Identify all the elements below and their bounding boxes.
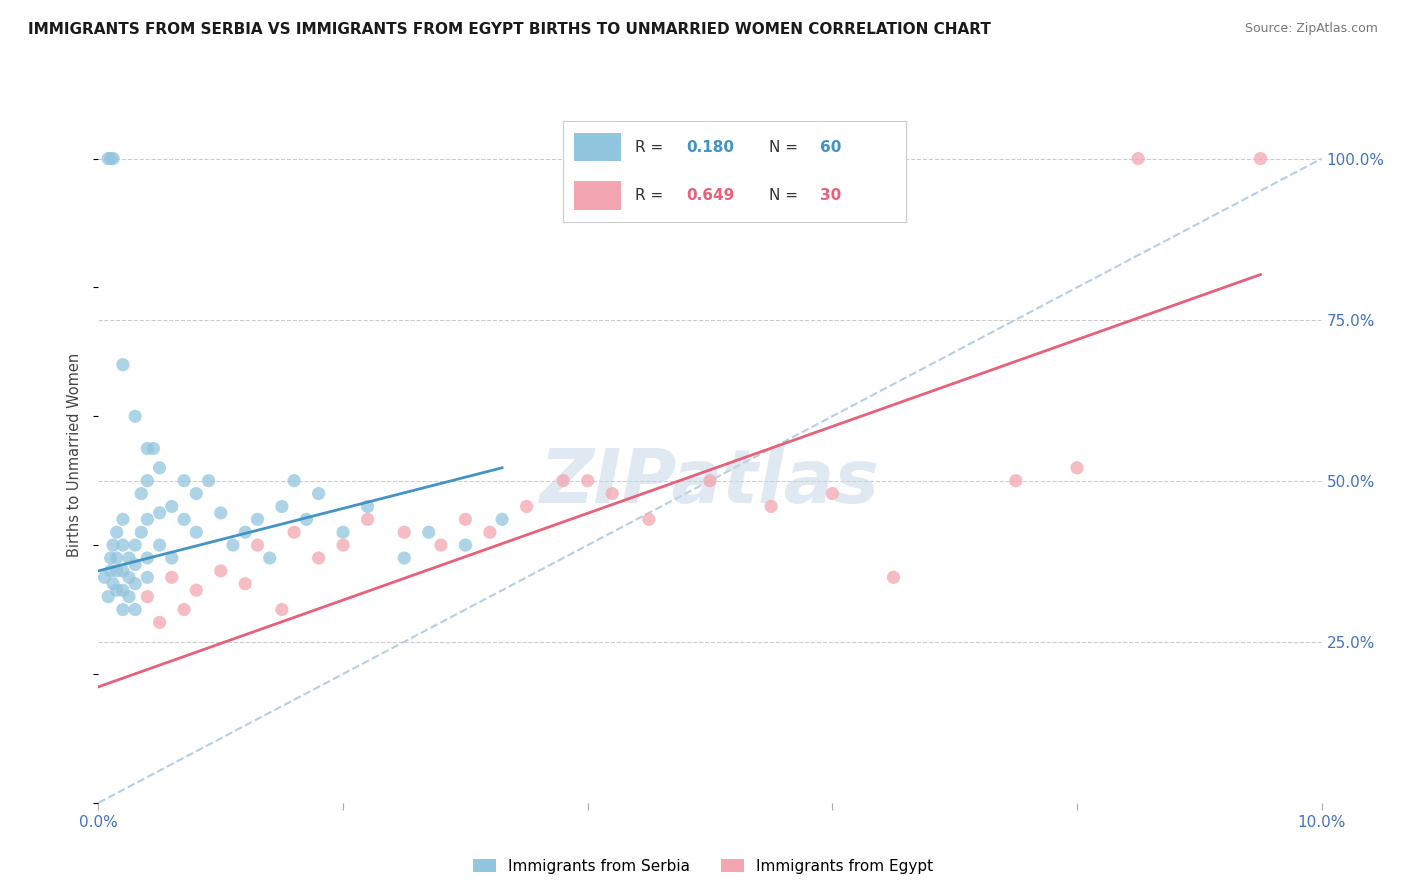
Point xyxy=(111,358,134,372)
Point xyxy=(136,570,159,584)
Point xyxy=(295,512,318,526)
Point xyxy=(222,538,245,552)
Point xyxy=(124,576,146,591)
Point xyxy=(516,500,538,514)
Point xyxy=(101,152,124,166)
Point xyxy=(270,602,292,616)
Point xyxy=(149,615,172,630)
Point xyxy=(160,500,183,514)
Point xyxy=(105,564,128,578)
Point xyxy=(821,486,844,500)
Point xyxy=(136,512,159,526)
Point xyxy=(1128,152,1150,166)
Text: IMMIGRANTS FROM SERBIA VS IMMIGRANTS FROM EGYPT BIRTHS TO UNMARRIED WOMEN CORREL: IMMIGRANTS FROM SERBIA VS IMMIGRANTS FRO… xyxy=(28,22,991,37)
Point xyxy=(105,551,128,566)
Point xyxy=(101,538,124,552)
Point xyxy=(1004,474,1026,488)
Point xyxy=(553,474,575,488)
Point xyxy=(100,152,122,166)
Point xyxy=(186,583,208,598)
Point xyxy=(101,576,124,591)
Point xyxy=(430,538,453,552)
Point xyxy=(186,486,208,500)
Point xyxy=(308,486,330,500)
Y-axis label: Births to Unmarried Women: Births to Unmarried Women xyxy=(67,353,83,557)
Point xyxy=(118,551,141,566)
Point xyxy=(478,525,501,540)
Point xyxy=(454,538,477,552)
Point xyxy=(233,525,256,540)
Point xyxy=(136,590,159,604)
Point xyxy=(118,590,141,604)
Text: ZIPatlas: ZIPatlas xyxy=(540,446,880,519)
Point xyxy=(173,474,195,488)
Point xyxy=(883,570,905,584)
Point xyxy=(454,512,477,526)
Point xyxy=(283,525,305,540)
Point xyxy=(136,474,159,488)
Legend: Immigrants from Serbia, Immigrants from Egypt: Immigrants from Serbia, Immigrants from … xyxy=(467,853,939,880)
Point xyxy=(97,152,120,166)
Point xyxy=(100,551,122,566)
Point xyxy=(160,551,183,566)
Point xyxy=(97,590,120,604)
Point xyxy=(270,500,292,514)
Point xyxy=(100,564,122,578)
Point xyxy=(160,570,183,584)
Point xyxy=(246,538,269,552)
Point xyxy=(246,512,269,526)
Point xyxy=(111,512,134,526)
Point xyxy=(392,525,416,540)
Point xyxy=(173,602,195,616)
Point xyxy=(356,500,378,514)
Point xyxy=(576,474,599,488)
Point xyxy=(600,486,623,500)
Point xyxy=(142,442,165,456)
Point xyxy=(332,525,354,540)
Point xyxy=(111,564,134,578)
Point xyxy=(209,564,232,578)
Point xyxy=(392,551,416,566)
Point xyxy=(111,602,134,616)
Point xyxy=(111,583,134,598)
Point xyxy=(149,460,172,475)
Point xyxy=(124,538,146,552)
Point xyxy=(124,602,146,616)
Point xyxy=(124,409,146,424)
Point xyxy=(1066,460,1088,475)
Point xyxy=(111,538,134,552)
Point xyxy=(332,538,354,552)
Point xyxy=(637,512,661,526)
Point xyxy=(699,474,721,488)
Point xyxy=(105,583,128,598)
Point xyxy=(259,551,281,566)
Point xyxy=(356,512,378,526)
Point xyxy=(759,500,782,514)
Point xyxy=(308,551,330,566)
Point xyxy=(283,474,305,488)
Point xyxy=(197,474,219,488)
Point xyxy=(173,512,195,526)
Point xyxy=(233,576,256,591)
Point xyxy=(149,506,172,520)
Point xyxy=(136,442,159,456)
Point xyxy=(149,538,172,552)
Point xyxy=(93,570,115,584)
Point xyxy=(1249,152,1271,166)
Point xyxy=(129,525,152,540)
Point xyxy=(418,525,440,540)
Point xyxy=(118,570,141,584)
Point xyxy=(105,525,128,540)
Point xyxy=(124,558,146,572)
Point xyxy=(491,512,513,526)
Point xyxy=(209,506,232,520)
Point xyxy=(186,525,208,540)
Point xyxy=(136,551,159,566)
Text: Source: ZipAtlas.com: Source: ZipAtlas.com xyxy=(1244,22,1378,36)
Point xyxy=(129,486,152,500)
